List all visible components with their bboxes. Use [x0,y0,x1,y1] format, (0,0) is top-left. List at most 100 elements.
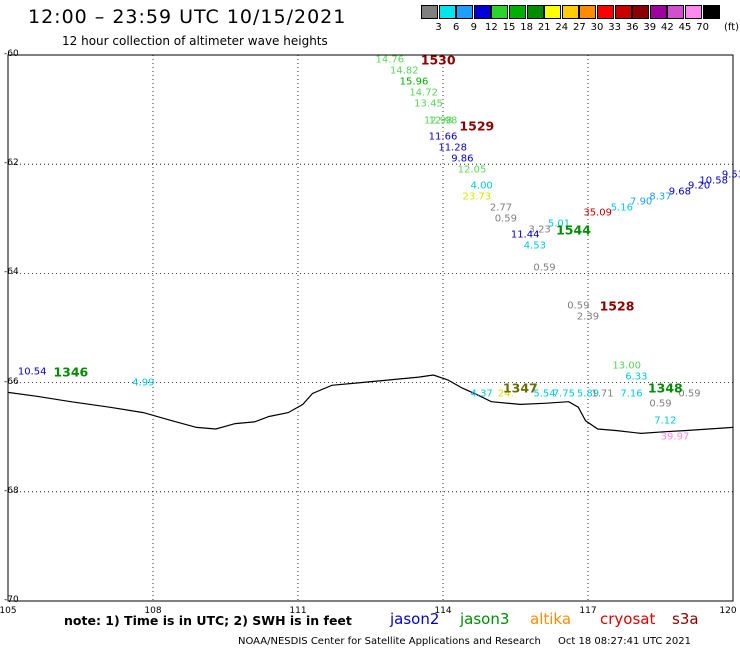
wave-height-label: 14.82 [390,65,419,77]
wave-height-label: 4.37 [470,388,493,400]
wave-height-label: 5.01 [547,218,571,230]
wave-height-label: 35.09 [583,207,612,219]
x-tick-label: 105 [0,606,17,616]
wave-height-label: 7.12 [654,415,677,427]
wave-height-label: 24. [497,388,514,400]
legend-label: 21 [537,22,551,33]
y-tick-label: -64 [4,267,19,278]
legend-label: 6 [453,22,460,33]
legend-swatch [526,5,544,19]
satellite-legend-item: jason3 [460,610,510,628]
wave-height-label: 13.00 [612,360,641,372]
wave-height-label: 6.33 [625,371,648,383]
legend-swatch [667,5,685,19]
y-tick-label: -66 [4,376,19,387]
legend-swatch [632,5,650,19]
wave-height-label: 12.05 [457,164,487,176]
wave-height-label: 1.71 [591,388,614,400]
wave-height-label: 10.58 [699,175,728,187]
legend-swatch [509,5,526,19]
wave-height-label: 9.68 [668,186,691,197]
legend-swatch [614,5,632,19]
wave-height-label: 23.73 [462,191,492,203]
wave-height-label: 7.75 [552,388,575,400]
wave-height-label: 39.97 [660,431,690,443]
footer-credit: NOAA/NESDIS Center for Satellite Applica… [238,636,541,647]
legend-swatch [685,5,702,19]
legend-swatch [491,5,509,19]
legend-swatch [579,5,597,19]
legend-unit: (ft) [724,22,740,33]
legend-swatch [421,5,438,19]
footer: NOAA/NESDIS Center for Satellite Applica… [238,636,705,647]
pass-time-label: 1529 [459,118,495,134]
satellite-legend-item: jason2 [390,610,440,628]
legend-label: 33 [608,22,621,33]
legend-swatch [702,5,720,19]
footer-timestamp: Oct 18 08:27:41 UTC 2021 [558,636,691,647]
wave-height-label: 11.28 [438,142,467,154]
pass-time-label: 1544 [556,222,591,238]
pass-time-label: 1346 [53,364,89,380]
x-tick-label: 108 [144,606,162,616]
wave-height-label: 10.54 [17,366,47,378]
pass-time-label: 1348 [647,380,683,396]
wave-height-label: 9.86 [451,153,474,165]
pass-time-label: 1528 [599,298,635,314]
legend-swatch [561,5,579,19]
pass-time-label: 1347 [502,380,538,396]
legend-label: 9 [470,22,477,33]
wave-height-label: 4.99 [132,377,155,389]
legend-swatch [597,5,614,19]
x-tick-label: 111 [289,606,307,616]
legend-label: 70 [696,22,709,33]
wave-height-label: 0.59 [494,213,517,225]
legend-swatch [438,5,456,19]
wave-height-label: 2.77 [489,202,513,214]
legend-label: 36 [625,22,639,33]
map-frame [7,54,734,602]
wave-height-label: 11.44 [510,229,540,241]
wave-height-label: 0.59 [533,262,556,274]
legend-label: 3 [435,22,442,33]
x-tick-label: 117 [579,606,597,616]
wave-height-label: 5.54 [533,388,556,400]
legend-swatch [649,5,667,19]
wave-height-label: 7.90 [630,196,653,208]
legend-label: 15 [502,22,516,33]
wave-height-label: 5.16 [610,202,633,214]
wave-height-label: 14.72 [409,87,438,99]
footnote: note: 1) Time is in UTC; 2) SWH is in fe… [64,613,352,628]
wave-height-label: 11.66 [428,131,458,143]
wave-height-label: 9.53 [721,169,740,181]
satellite-legend-item: s3a [672,610,699,628]
satellite-legend-item: cryosat [600,610,656,628]
wave-height-label: 4.00 [470,180,493,192]
y-tick-label: -68 [4,485,19,496]
pass-time-label: 1530 [420,52,456,68]
legend-label: 24 [555,22,569,33]
wave-height-label: 5.89 [576,388,600,400]
legend-label: 45 [678,22,692,33]
page-title: 12:00 – 23:59 UTC 10/15/2021 [28,6,347,28]
antarctic-coastline [7,374,734,435]
legend-label: 18 [520,22,533,33]
lat-lon-grid [8,55,733,601]
wave-height-label: 0.59 [649,398,672,410]
legend-swatch [473,5,491,19]
wave-height-label: 7.16 [620,388,643,400]
page-subtitle: 12 hour collection of altimeter wave hei… [62,34,328,48]
satellite-legend-item: altika [530,610,572,628]
wave-height-label: 9.20 [688,180,711,192]
wave-height-label: 3.23 [528,224,551,236]
legend-swatch [456,5,474,19]
legend-label: 27 [573,22,586,33]
wave-height-label: 2.39 [576,311,600,323]
y-tick-label: -60 [4,49,19,59]
legend-swatch [544,5,562,19]
legend-label: 39 [643,22,657,33]
wave-height-label: 15.96 [399,76,429,88]
wave-height-label: 14.76 [375,54,405,66]
y-tick-label: -62 [4,158,19,169]
